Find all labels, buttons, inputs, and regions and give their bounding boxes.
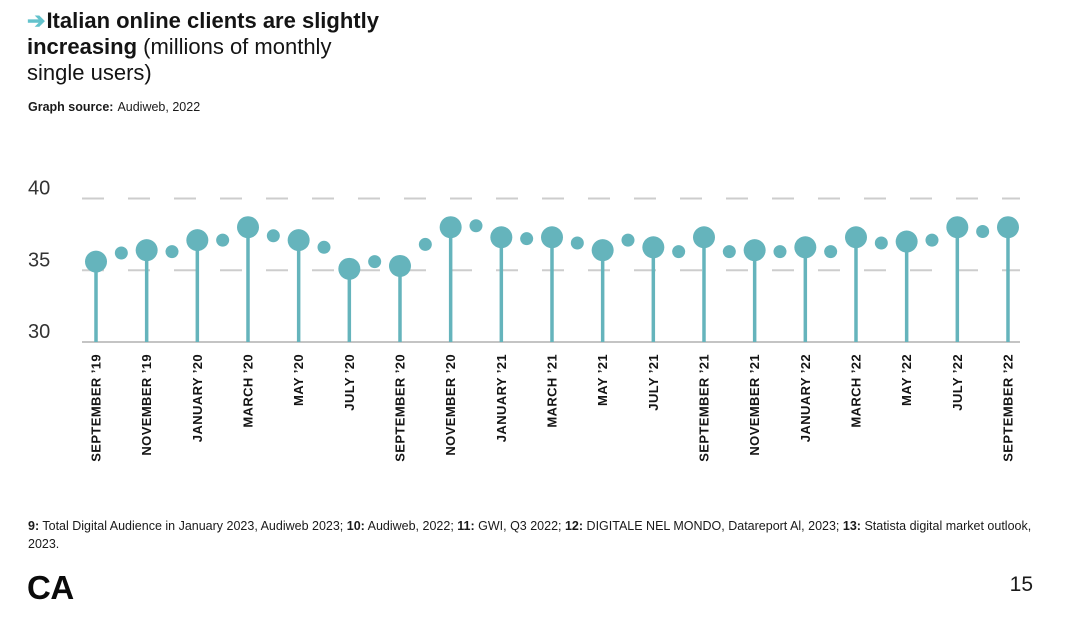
graph-source-value: Audiweb, 2022 — [117, 100, 201, 114]
footnote-ref: 13: — [842, 519, 861, 533]
footnote-text: GWI, Q3 2022; — [474, 519, 565, 533]
data-point-minor — [570, 236, 584, 250]
data-point-major — [490, 226, 513, 249]
data-point-minor — [266, 229, 280, 243]
x-axis-label: MAY ’20 — [291, 354, 306, 406]
data-point-minor — [976, 225, 990, 239]
x-axis-label: MAY ’22 — [899, 354, 914, 406]
x-axis-label: JANUARY ’21 — [494, 354, 509, 442]
y-axis-tick-label: 40 — [28, 178, 50, 200]
data-point-major — [388, 254, 411, 277]
data-point-major — [895, 230, 918, 253]
data-point-major — [135, 239, 158, 262]
data-point-minor — [368, 255, 382, 269]
x-axis-label: SEPTEMBER ’20 — [392, 354, 407, 462]
footnotes: 9: Total Digital Audience in January 202… — [28, 517, 1052, 553]
data-point-major — [186, 229, 209, 252]
footnote-ref: 10: — [346, 519, 365, 533]
chart-title: ➔Italian online clients are slightly inc… — [27, 8, 389, 86]
x-axis-label: JANUARY ’20 — [190, 354, 205, 442]
x-axis-label: JULY ’22 — [950, 354, 965, 411]
data-point-major — [338, 257, 361, 280]
data-point-minor — [874, 236, 888, 250]
x-axis-label: SEPTEMBER ’19 — [89, 354, 104, 462]
data-point-major — [743, 239, 766, 262]
data-point-minor — [520, 232, 534, 246]
data-point-major — [642, 236, 665, 259]
data-point-minor — [925, 233, 939, 247]
data-point-minor — [317, 240, 331, 254]
footnote-ref: 9: — [28, 519, 40, 533]
footnote-text: Audiweb, 2022; — [364, 519, 458, 533]
footnote-text: DIGITALE NEL MONDO, Datareport Al, 2023; — [583, 519, 843, 533]
brand-logo: CA — [27, 569, 74, 606]
chart-title-regular: (millions of monthly single users) — [27, 34, 332, 85]
data-point-minor — [722, 245, 736, 259]
x-axis-label: SEPTEMBER ’22 — [1000, 354, 1015, 462]
data-point-minor — [418, 237, 432, 251]
x-axis-label: JULY ’21 — [646, 354, 661, 411]
x-axis-label: MARCH ’22 — [848, 354, 863, 428]
data-point-major — [591, 239, 614, 262]
data-point-major — [794, 236, 817, 259]
data-point-major — [692, 226, 715, 249]
x-axis-label: NOVEMBER ’21 — [747, 354, 762, 456]
x-axis-label: JANUARY ’22 — [798, 354, 813, 442]
chart-title-bold: Italian online clients are slightly incr… — [27, 8, 379, 59]
x-axis-label: MAY ’21 — [595, 354, 610, 406]
data-point-major — [439, 216, 462, 239]
data-point-major — [85, 250, 107, 273]
data-point-minor — [469, 219, 483, 233]
data-point-minor — [165, 245, 179, 259]
data-point-minor — [216, 233, 230, 247]
x-axis-label: NOVEMBER ’20 — [443, 354, 458, 456]
page-number: 15 — [1009, 573, 1033, 596]
data-point-minor — [621, 233, 635, 247]
x-axis-label: SEPTEMBER ’21 — [696, 354, 711, 462]
x-axis-label: JULY ’20 — [342, 354, 357, 411]
y-axis-tick-label: 35 — [28, 249, 50, 271]
data-point-minor — [773, 245, 787, 259]
data-point-major — [540, 226, 563, 249]
right-arrow-icon: ➔ — [27, 8, 46, 33]
data-point-minor — [824, 245, 838, 259]
data-point-major — [287, 229, 310, 252]
graph-source-label: Graph source: — [28, 100, 114, 114]
graph-source: Graph source: Audiweb, 2022 — [28, 100, 200, 114]
x-axis-label: MARCH ’20 — [240, 354, 255, 428]
x-axis-label: NOVEMBER ’19 — [139, 354, 154, 456]
y-axis-tick-label: 30 — [28, 321, 50, 343]
data-point-minor — [672, 245, 686, 259]
data-point-major — [946, 216, 969, 239]
footnote-ref: 11: — [457, 519, 475, 533]
footnote-text: Total Digital Audience in January 2023, … — [39, 519, 347, 533]
data-point-major — [996, 216, 1019, 239]
footnote-text: Statista digital market outlook, 2023. — [28, 519, 1032, 551]
data-point-major — [236, 216, 259, 239]
x-axis-label: MARCH ’21 — [544, 354, 559, 428]
footnote-ref: 12: — [564, 519, 584, 533]
data-point-minor — [114, 246, 128, 260]
data-point-major — [844, 226, 867, 249]
